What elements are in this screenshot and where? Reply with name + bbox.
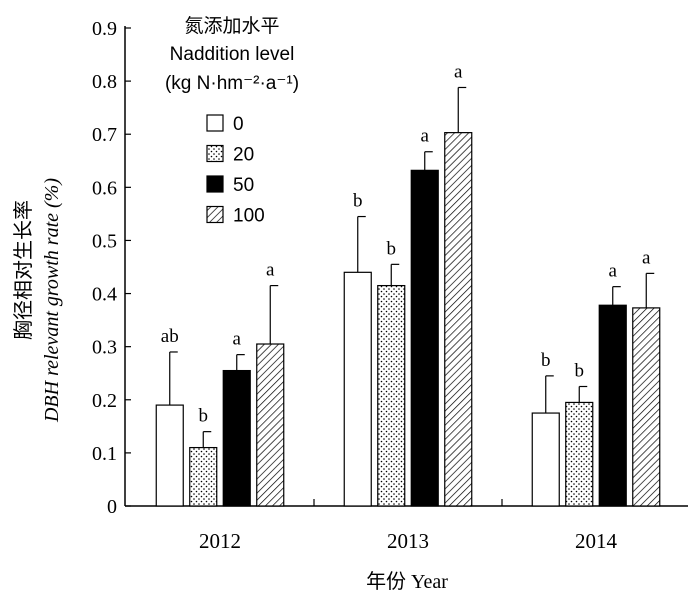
bar <box>598 304 627 507</box>
legend-unit: (kg N·hm⁻²·a⁻¹) <box>165 73 299 94</box>
significance-letter: b <box>541 350 551 371</box>
significance-letter: a <box>609 261 618 282</box>
y-axis-title-en: DBH relevant growth rate (%) <box>41 178 63 423</box>
significance-letter: a <box>454 61 463 82</box>
y-tick-label: 0.5 <box>92 230 117 252</box>
x-tick-label: 2013 <box>387 529 429 553</box>
legend-swatch <box>206 144 224 163</box>
y-tick-label: 0 <box>107 496 117 518</box>
bar <box>343 271 372 507</box>
y-tick-label: 0.6 <box>92 177 117 199</box>
bar <box>565 401 594 507</box>
legend-label: 50 <box>233 175 254 196</box>
y-tick-label: 0.1 <box>92 443 117 465</box>
axes <box>124 26 688 507</box>
bar <box>377 284 406 507</box>
significance-letter: ab <box>161 326 179 347</box>
significance-letter: b <box>199 406 209 427</box>
y-tick-label: 0.4 <box>92 284 117 306</box>
significance-letter: a <box>421 126 430 147</box>
tick-labels: 0 0.1 0.2 0.3 0.4 0.5 0.6 0.7 0.8 0.9 2012 2013 2014 <box>92 18 618 553</box>
significance-letter: b <box>575 361 585 382</box>
legend-swatch <box>206 114 224 132</box>
legend-swatch <box>206 205 224 224</box>
significance-letter: b <box>387 238 397 259</box>
y-tick-label: 0.7 <box>92 124 117 146</box>
significance-letter: a <box>266 260 275 281</box>
bar <box>531 412 560 507</box>
bar <box>632 307 661 507</box>
significance-letter: a <box>233 329 242 350</box>
x-tick-label: 2014 <box>575 529 618 553</box>
bar <box>222 369 251 507</box>
y-tick-label: 0.9 <box>92 18 117 40</box>
legend-title-en: Naddition level <box>170 44 295 65</box>
significance-letter: b <box>353 191 363 212</box>
y-tick-label: 0.8 <box>92 71 117 93</box>
y-axis-title-cn: 胸径相对生长率 <box>12 200 35 340</box>
bar <box>256 343 285 507</box>
bar <box>155 404 184 507</box>
legend-label: 20 <box>233 145 254 166</box>
legend-swatch <box>206 175 224 193</box>
x-tick-label: 2012 <box>199 529 241 553</box>
bar <box>410 169 439 507</box>
x-axis-title: 年份 Year <box>366 570 448 593</box>
y-tick-label: 0.2 <box>92 390 117 412</box>
bar <box>189 446 218 507</box>
y-tick-label: 0.3 <box>92 337 117 359</box>
significance-letter: a <box>642 247 651 268</box>
bar <box>444 132 473 507</box>
legend: 0 20 50 100 <box>206 114 265 227</box>
legend-label: 100 <box>233 206 265 227</box>
legend-title-cn: 氮添加水平 <box>184 15 279 37</box>
legend-label: 0 <box>233 114 244 135</box>
